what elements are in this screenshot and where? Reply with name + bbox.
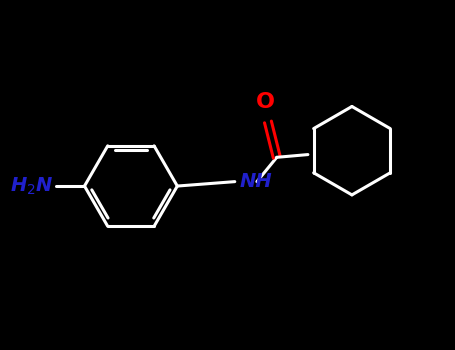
- Text: O: O: [256, 92, 275, 112]
- Text: NH: NH: [240, 172, 273, 191]
- Text: H$_2$N: H$_2$N: [10, 175, 54, 197]
